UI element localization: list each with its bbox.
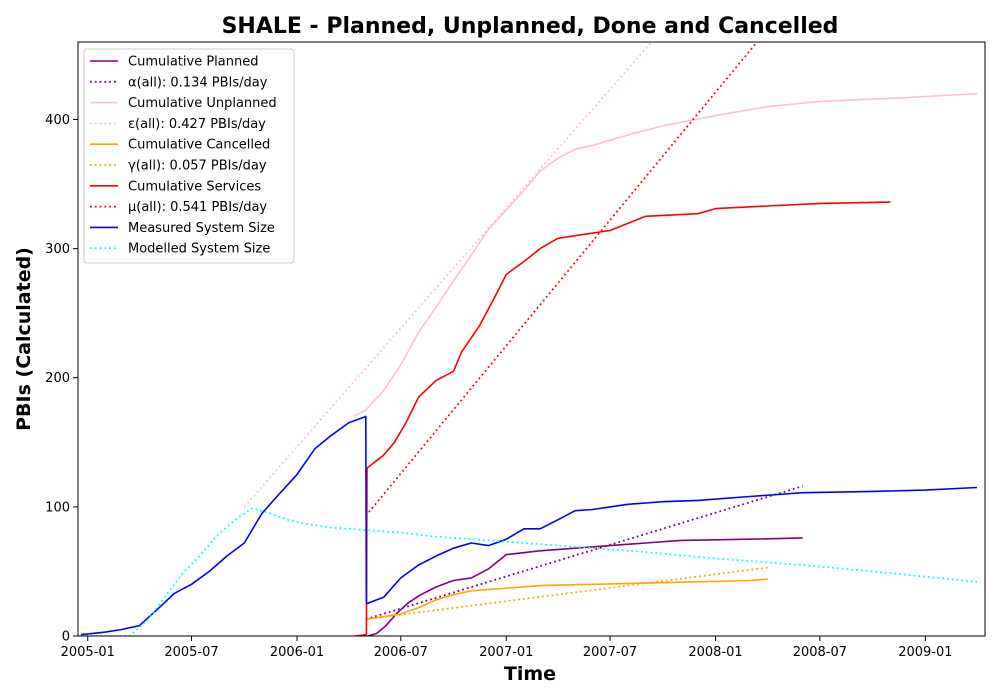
series-line-fit-1: [365, 485, 803, 621]
y-tick-label: 200: [45, 371, 70, 386]
series-layer: [80, 42, 978, 636]
legend-label: Cumulative Planned: [128, 55, 258, 70]
x-axis-ticks: 2005-01 2005-07 2006-01 2006-07 2007-01 2007-…: [61, 636, 953, 660]
legend: Cumulative Planned α(all): 0.134 PBIs/day…: [83, 48, 295, 264]
legend-label: Cumulative Unplanned: [128, 96, 277, 111]
x-tick-label: 2006-01: [270, 645, 324, 660]
legend-label: Cumulative Cancelled: [128, 138, 270, 153]
y-tick-label: 100: [45, 500, 70, 515]
series-line-8: [80, 415, 978, 636]
series-line-6: [354, 201, 891, 636]
plot-frame: [77, 41, 986, 637]
x-tick-label: 2007-01: [479, 645, 533, 660]
series-line-fit-9: [80, 507, 978, 636]
series-line-fit-5: [365, 566, 768, 621]
x-tick-label: 2009-01: [898, 645, 952, 660]
legend-label: α(all): 0.134 PBIs/day: [128, 75, 268, 90]
legend-label: γ(all): 0.057 PBIs/day: [128, 159, 267, 174]
x-tick-label: 2008-01: [688, 645, 742, 660]
legend-box: [83, 48, 295, 264]
legend-label: Modelled System Size: [128, 242, 270, 257]
x-tick-label: 2006-07: [374, 645, 428, 660]
y-tick-label: 0: [62, 630, 70, 645]
legend-label: Measured System Size: [128, 221, 275, 236]
series-line-0: [367, 537, 803, 636]
x-tick-label: 2007-07: [583, 645, 637, 660]
legend-label: ε(all): 0.427 PBIs/day: [128, 117, 266, 132]
y-tick-label: 400: [45, 113, 70, 128]
x-axis-label: Time: [504, 663, 556, 685]
series-line-4: [365, 578, 768, 620]
x-tick-label: 2005-07: [164, 645, 218, 660]
legend-label: μ(all): 0.541 PBIs/day: [128, 200, 267, 215]
y-tick-label: 300: [45, 242, 70, 257]
chart-title: SHALE - Planned, Unplanned, Done and Can…: [222, 14, 839, 39]
y-axis-label: PBIs (Calculated): [13, 247, 35, 431]
series-line-fit-3: [243, 42, 653, 508]
y-axis-ticks: 0 100 200 300 400: [45, 113, 78, 645]
legend-label: Cumulative Services: [128, 179, 261, 194]
x-tick-label: 2008-07: [793, 645, 847, 660]
x-tick-label: 2005-01: [61, 645, 115, 660]
series-line-2: [353, 92, 978, 418]
series-line-fit-7: [365, 42, 759, 517]
